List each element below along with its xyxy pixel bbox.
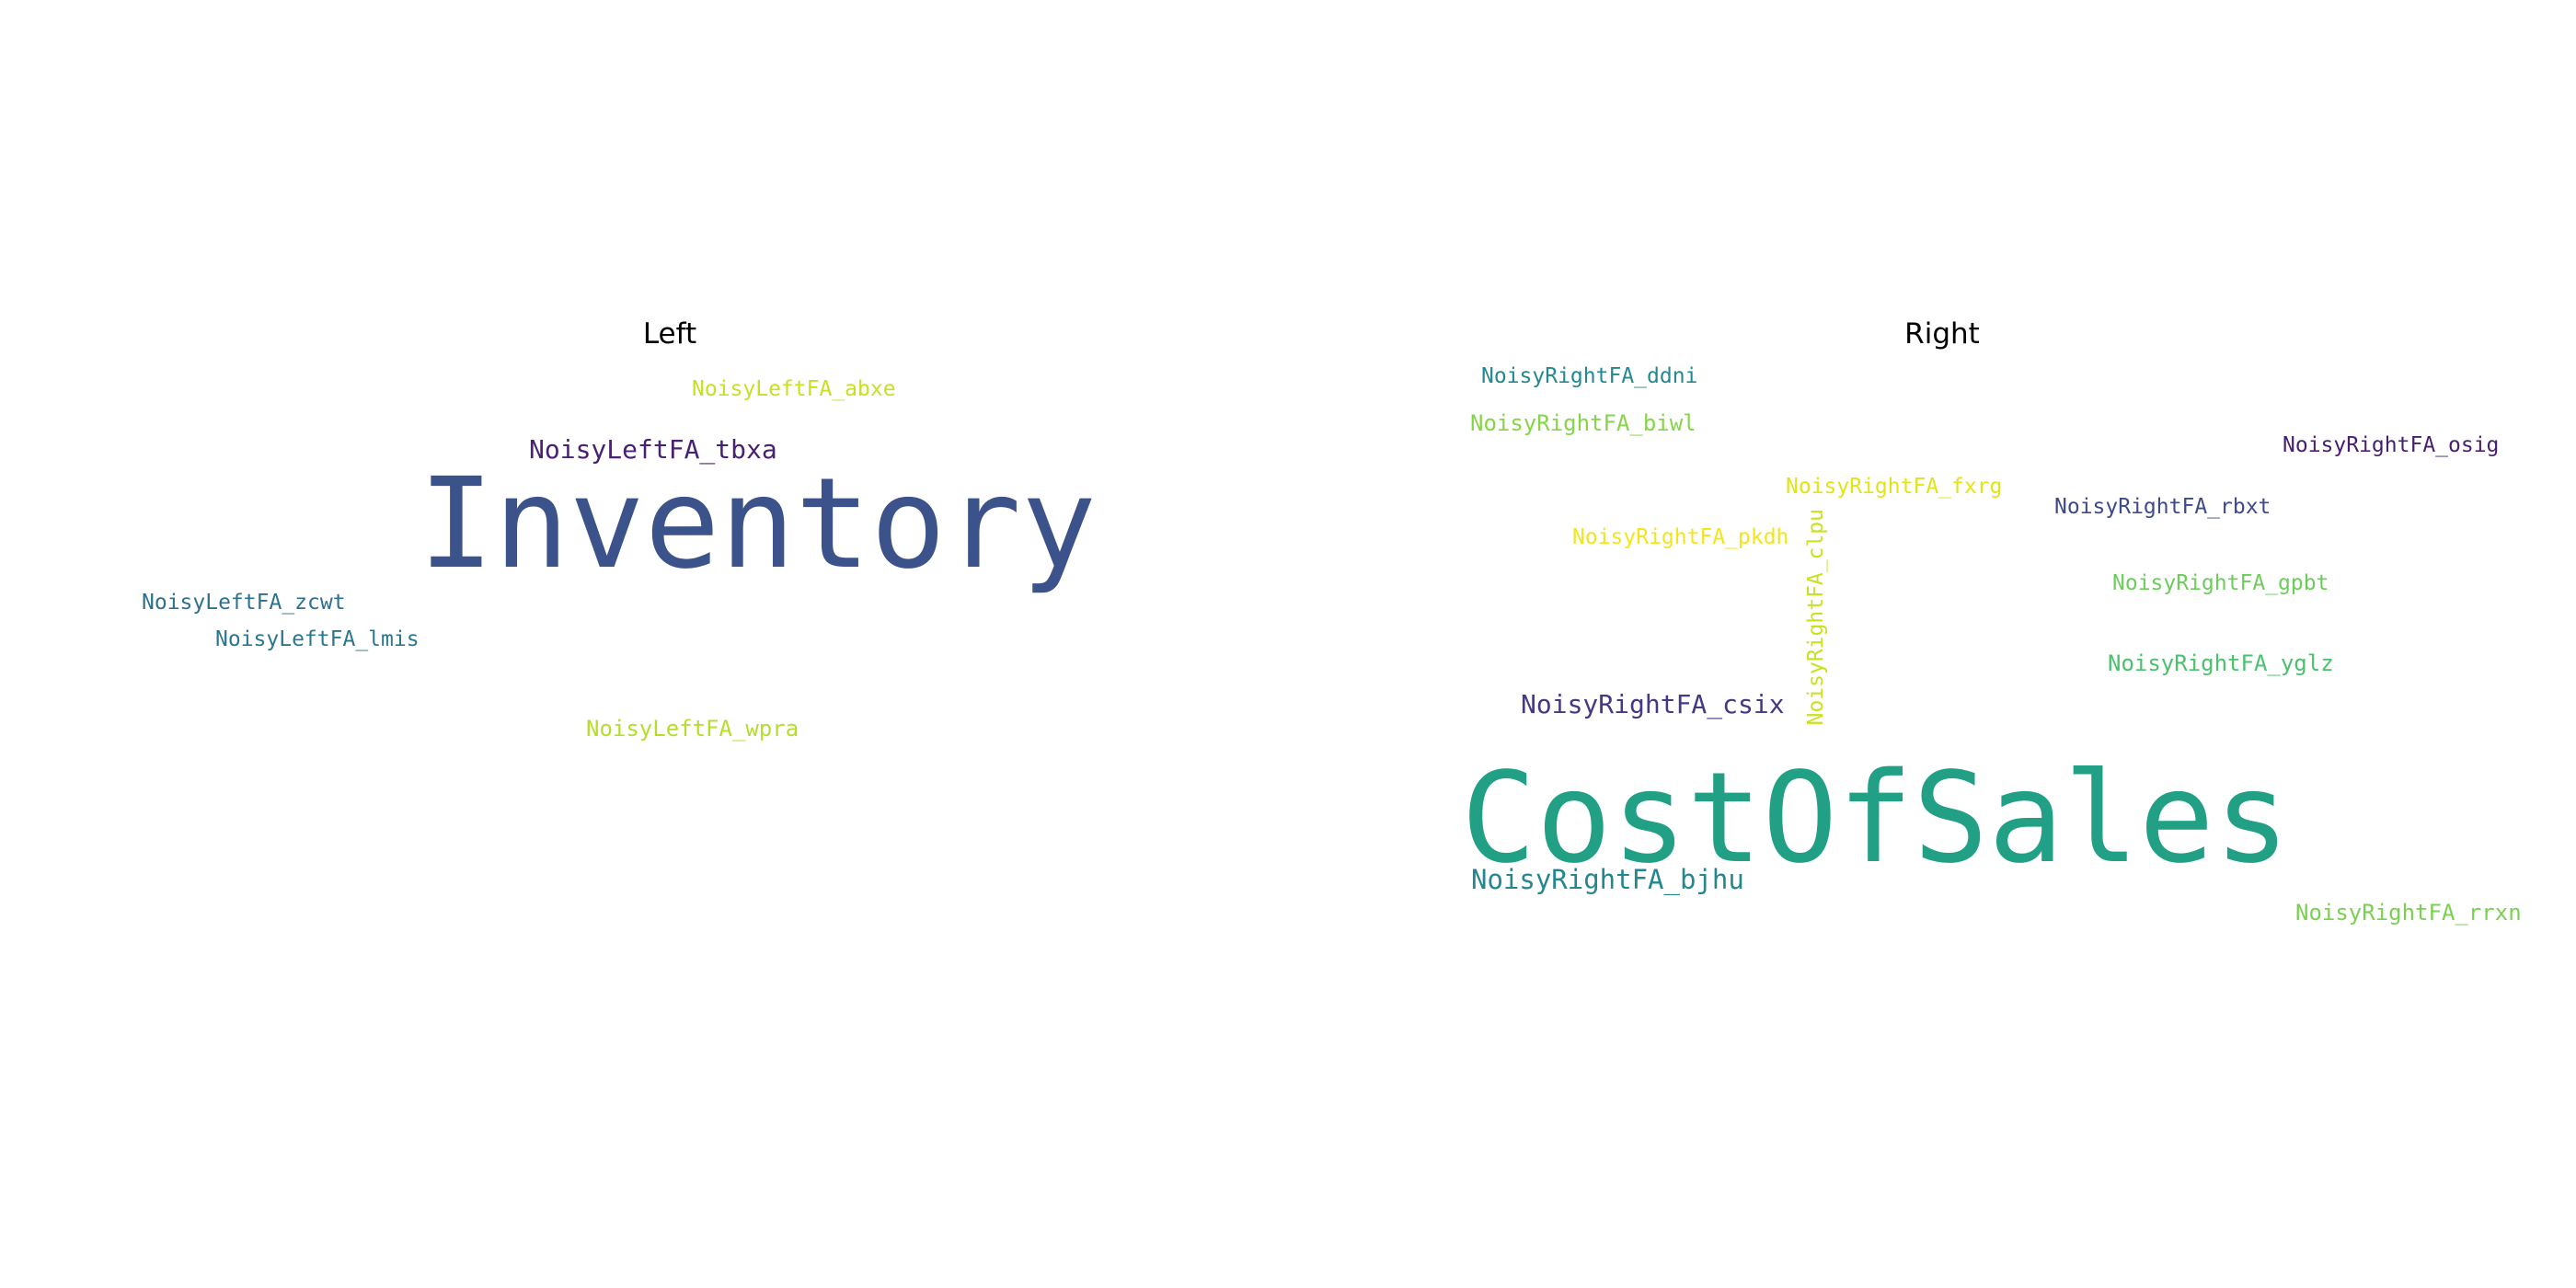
word-noisyrightfa-rrxn: NoisyRightFA_rrxn [2295, 900, 2522, 926]
word-noisyrightfa-ddni: NoisyRightFA_ddni [1481, 364, 1698, 388]
word-noisyleftfa-zcwt: NoisyLeftFA_zcwt [142, 591, 346, 615]
word-noisyrightfa-biwl: NoisyRightFA_biwl [1470, 410, 1696, 436]
panel-title-left: Left [642, 317, 697, 351]
word-noisyrightfa-pkdh: NoisyRightFA_pkdh [1572, 525, 1789, 549]
word-costofsales: CostOfSales [1461, 746, 2290, 891]
word-noisyrightfa-osig: NoisyRightFA_osig [2283, 433, 2500, 457]
word-cloud-left: Left Inventory NoisyLeftFA_abxe NoisyLef… [142, 317, 1097, 742]
word-noisyleftfa-tbxa: NoisyLeftFA_tbxa [529, 434, 777, 465]
word-noisyrightfa-gpbt: NoisyRightFA_gpbt [2112, 571, 2329, 595]
word-noisyrightfa-rbxt: NoisyRightFA_rbxt [2054, 495, 2271, 519]
panel-title-right: Right [1904, 317, 1980, 351]
word-cloud-right: Right CostOfSales NoisyRightFA_ddni Nois… [1288, 0, 2576, 1288]
word-noisyrightfa-bjhu: NoisyRightFA_bjhu [1471, 864, 1744, 895]
word-noisyleftfa-lmis: NoisyLeftFA_lmis [215, 627, 420, 651]
word-noisyrightfa-yglz: NoisyRightFA_yglz [2108, 650, 2334, 676]
word-noisyrightfa-fxrg: NoisyRightFA_fxrg [1786, 475, 2003, 499]
word-noisyleftfa-abxe: NoisyLeftFA_abxe [692, 377, 896, 401]
word-noisyrightfa-csix: NoisyRightFA_csix [1521, 689, 1785, 719]
word-noisyleftfa-wpra: NoisyLeftFA_wpra [586, 716, 799, 742]
word-noisyrightfa-clpu: NoisyRightFA_clpu [1804, 509, 1828, 726]
word-inventory: Inventory [419, 452, 1097, 597]
